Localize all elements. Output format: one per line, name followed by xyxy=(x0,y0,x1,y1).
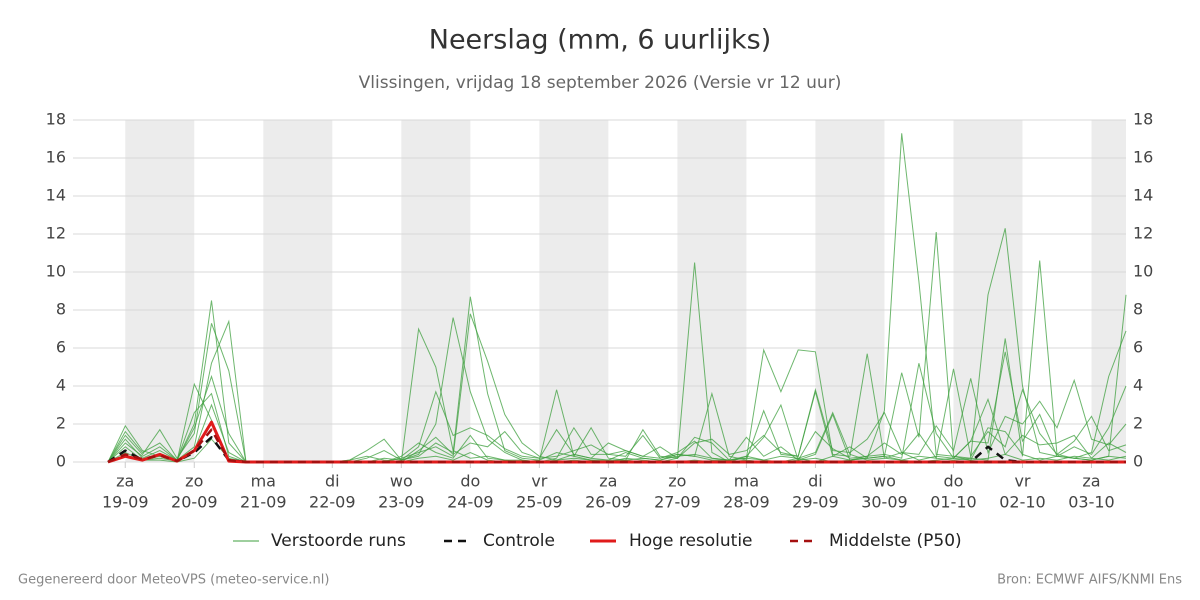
x-tick-label: 24-09 xyxy=(447,493,494,512)
y2-tick-label: 16 xyxy=(1133,148,1153,167)
x-tick-label: 25-09 xyxy=(516,493,563,512)
y2-tick-label: 14 xyxy=(1133,186,1153,205)
x-tick-weekday: wo xyxy=(873,472,896,491)
y2-tick-label: 10 xyxy=(1133,262,1153,281)
x-tick-weekday: ma xyxy=(251,472,276,491)
y2-tick-label: 12 xyxy=(1133,224,1153,243)
y2-tick-label: 8 xyxy=(1133,300,1143,319)
chart-title: Neerslag (mm, 6 uurlijks) xyxy=(429,25,771,56)
shading xyxy=(125,120,1126,462)
x-tick-weekday: do xyxy=(460,472,480,491)
x-tick-weekday: di xyxy=(808,472,823,491)
x-tick-label: 27-09 xyxy=(654,493,701,512)
y2-tick-label: 2 xyxy=(1133,414,1143,433)
x-tick-label: 21-09 xyxy=(240,493,287,512)
y-tick-label: 18 xyxy=(46,110,66,129)
day-shade xyxy=(953,120,1023,462)
x-tick-weekday: zo xyxy=(668,472,686,491)
y-tick-label: 2 xyxy=(56,414,66,433)
x-tick-label: 02-10 xyxy=(999,493,1046,512)
y2-tick-label: 6 xyxy=(1133,338,1143,357)
x-tick-label: 29-09 xyxy=(792,493,839,512)
x-tick-weekday: di xyxy=(325,472,340,491)
x-tick-label: 26-09 xyxy=(585,493,632,512)
footer-left: Gegenereerd door MeteoVPS (meteo-service… xyxy=(18,573,329,588)
x-tick-weekday: za xyxy=(1082,472,1100,491)
x-tick-weekday: ma xyxy=(734,472,759,491)
x-tick-weekday: do xyxy=(943,472,963,491)
y-tick-label: 12 xyxy=(46,224,66,243)
y-tick-label: 8 xyxy=(56,300,66,319)
x-tick-label: 22-09 xyxy=(309,493,356,512)
day-shade xyxy=(539,120,609,462)
x-tick-weekday: wo xyxy=(390,472,413,491)
x-tick-weekday: za xyxy=(116,472,134,491)
day-shade xyxy=(677,120,747,462)
x-tick-weekday: zo xyxy=(185,472,203,491)
y-tick-label: 10 xyxy=(46,262,66,281)
legend-label: Middelste (P50) xyxy=(829,531,962,551)
x-tick-label: 01-10 xyxy=(930,493,977,512)
x-tick-label: 30-09 xyxy=(861,493,908,512)
x-tick-label: 19-09 xyxy=(102,493,149,512)
series-line xyxy=(107,428,1126,464)
y-tick-label: 4 xyxy=(56,376,66,395)
y-tick-label: 0 xyxy=(56,452,66,471)
x-tick-weekday: za xyxy=(599,472,617,491)
day-shade xyxy=(401,120,471,462)
x-tick-label: 23-09 xyxy=(378,493,425,512)
x-tick-weekday: vr xyxy=(1014,472,1030,491)
day-shade xyxy=(125,120,195,462)
y-tick-label: 14 xyxy=(46,186,66,205)
day-shade xyxy=(815,120,885,462)
day-shade xyxy=(263,120,333,462)
x-tick-label: 03-10 xyxy=(1068,493,1115,512)
legend-label: Hoge resolutie xyxy=(629,531,753,551)
x-tick-label: 28-09 xyxy=(723,493,770,512)
y-tick-label: 16 xyxy=(46,148,66,167)
chart-subtitle: Vlissingen, vrijdag 18 september 2026 (V… xyxy=(359,73,842,93)
x-tick-label: 20-09 xyxy=(171,493,218,512)
y2-tick-label: 4 xyxy=(1133,376,1143,395)
y2-tick-label: 18 xyxy=(1133,110,1153,129)
day-shade xyxy=(1091,120,1126,462)
x-tick-weekday: vr xyxy=(531,472,547,491)
legend-label: Verstoorde runs xyxy=(271,531,406,551)
footer-right: Bron: ECMWF AIFS/KNMI Ens xyxy=(997,573,1182,588)
legend-label: Controle xyxy=(483,531,555,551)
y2-tick-label: 0 xyxy=(1133,452,1143,471)
y-tick-label: 6 xyxy=(56,338,66,357)
